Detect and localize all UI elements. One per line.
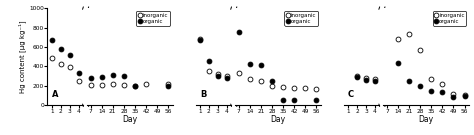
Text: B: B — [200, 90, 206, 99]
X-axis label: Day: Day — [270, 115, 285, 124]
Legend: inorganic, organic: inorganic, organic — [137, 11, 170, 26]
Y-axis label: Hg content [µg kg⁻¹]: Hg content [µg kg⁻¹] — [18, 20, 26, 93]
Legend: inorganic, organic: inorganic, organic — [433, 11, 466, 26]
X-axis label: Day: Day — [419, 115, 434, 124]
Text: C: C — [348, 90, 354, 99]
Text: A: A — [52, 90, 58, 99]
Legend: inorganic, organic: inorganic, organic — [284, 11, 319, 26]
X-axis label: Day: Day — [122, 115, 137, 124]
